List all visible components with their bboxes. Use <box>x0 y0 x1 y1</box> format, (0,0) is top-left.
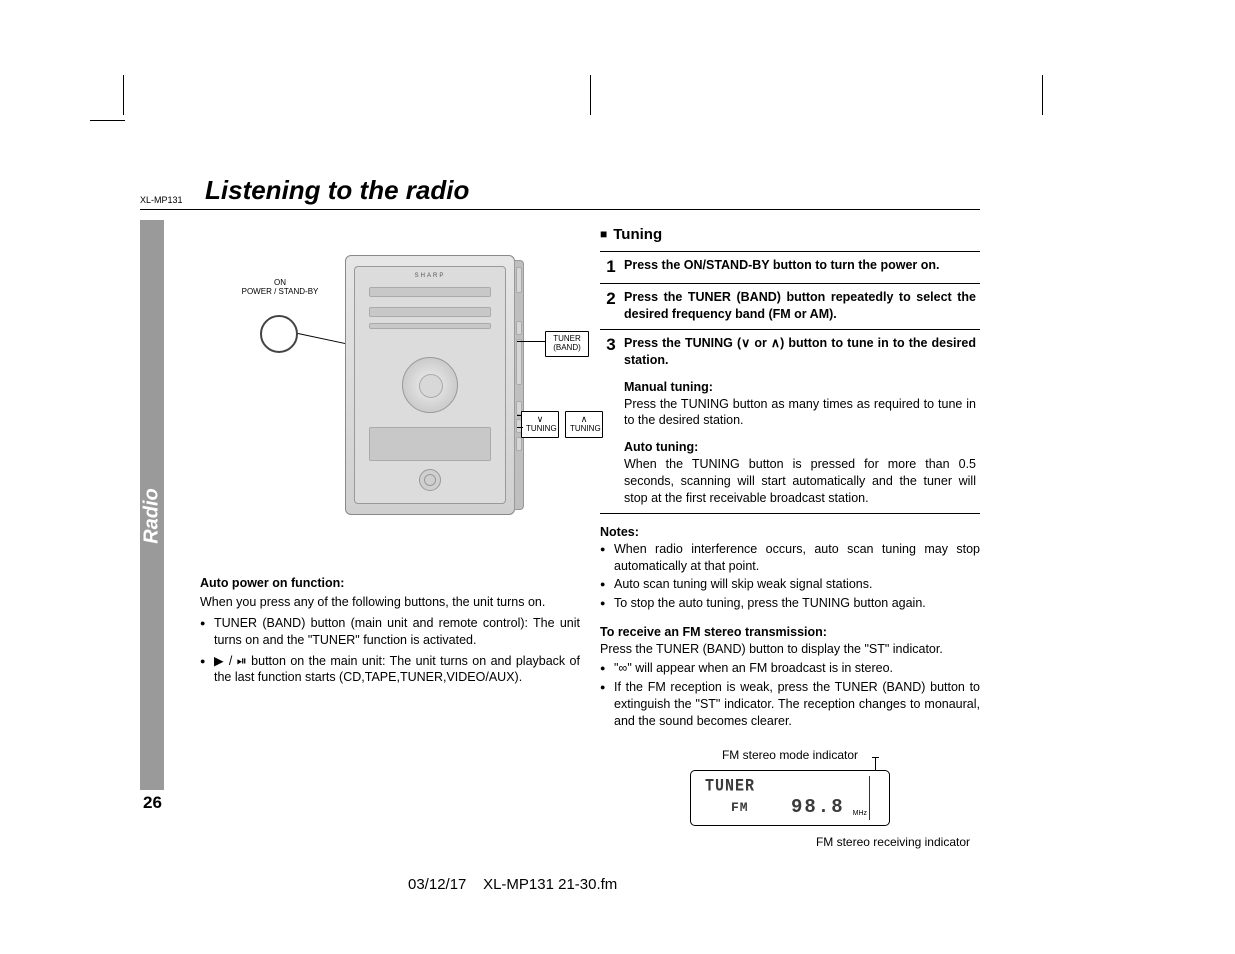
auto-power-intro: When you press any of the following butt… <box>200 594 580 611</box>
device-panel-line <box>369 323 491 329</box>
step-number: 2 <box>600 284 622 329</box>
lcd-figure: FM stereo mode indicator TUNER FM 98.8 M… <box>600 747 980 849</box>
page-number: 26 <box>143 793 162 813</box>
callout-tuning-down: ∨ TUNING <box>521 411 559 438</box>
device-chassis: SHARP <box>345 255 515 515</box>
lcd-side-panel <box>869 776 883 820</box>
lcd-line1: TUNER <box>705 775 755 798</box>
footer-filename: XL-MP131 21-30.fm <box>483 876 617 893</box>
indicator-pointer <box>875 757 876 771</box>
leader-line <box>517 341 545 342</box>
device-brand-label: SHARP <box>355 273 505 279</box>
section-tab-label: Radio <box>141 489 164 545</box>
list-item: When radio interference occurs, auto sca… <box>600 541 980 575</box>
step-text: Press the TUNING (∨ or ∧) button to tune… <box>622 330 980 513</box>
headphone-jack-icon <box>419 469 441 491</box>
side-button <box>516 267 522 293</box>
lcd-unit: MHz <box>853 809 867 818</box>
list-item: ▶ / ⏯ button on the main unit: The unit … <box>200 653 580 687</box>
side-button <box>516 437 522 451</box>
auto-tuning-block: Auto tuning: When the TUNING button is p… <box>624 439 976 507</box>
lcd-top-label: FM stereo mode indicator <box>600 747 980 763</box>
manual-page: XL-MP131 Listening to the radio Radio 26… <box>140 175 980 815</box>
step-number: 3 <box>600 330 622 513</box>
lcd-bottom-label: FM stereo receiving indicator <box>600 834 980 850</box>
device-illustration: ON POWER / STAND-BY SHARP <box>235 255 545 555</box>
lcd-frequency: 98.8 <box>791 795 845 821</box>
power-knob-icon <box>260 315 298 353</box>
device-display-slot <box>369 287 491 297</box>
notes-heading: Notes: <box>600 524 980 541</box>
footer: 03/12/17 XL-MP131 21-30.fm <box>408 876 617 893</box>
manual-tuning-body: Press the TUNING button as many times as… <box>624 396 976 430</box>
tuning-heading: ■Tuning <box>600 225 980 245</box>
leader-line <box>298 333 352 345</box>
manual-tuning-block: Manual tuning: Press the TUNING button a… <box>624 379 976 430</box>
notes-list: When radio interference occurs, auto sca… <box>600 541 980 613</box>
right-column: ■Tuning 1 Press the ON/STAND-BY button t… <box>600 225 980 850</box>
leader-line <box>517 427 523 428</box>
side-button <box>516 321 522 335</box>
jog-dial-icon <box>402 357 458 413</box>
title-rule <box>140 209 980 210</box>
list-item: "∞" will appear when an FM broadcast is … <box>600 660 980 677</box>
fm-stereo-intro: Press the TUNER (BAND) button to display… <box>600 641 980 658</box>
device-side-strip <box>514 260 524 510</box>
cassette-door <box>369 427 491 461</box>
auto-power-list: TUNER (BAND) button (main unit and remot… <box>200 615 580 687</box>
side-button <box>516 339 522 385</box>
square-bullet-icon: ■ <box>600 227 607 241</box>
step-row: 3 Press the TUNING (∨ or ∧) button to tu… <box>600 330 980 514</box>
model-code: XL-MP131 <box>140 195 183 205</box>
device-front-panel: SHARP <box>354 266 506 504</box>
page-title: Listening to the radio <box>205 175 469 206</box>
fm-stereo-list: "∞" will appear when an FM broadcast is … <box>600 660 980 730</box>
manual-tuning-heading: Manual tuning: <box>624 379 976 396</box>
auto-tuning-heading: Auto tuning: <box>624 439 976 456</box>
section-tab: Radio <box>140 220 164 790</box>
left-column: ON POWER / STAND-BY SHARP <box>200 225 580 690</box>
crop-mark <box>123 75 124 115</box>
footer-date: 03/12/17 <box>408 876 466 893</box>
crop-mark <box>590 75 591 115</box>
step-text: Press the TUNER (BAND) button repeatedly… <box>622 284 980 329</box>
auto-power-section: Auto power on function: When you press a… <box>200 575 580 686</box>
lcd-display: TUNER FM 98.8 MHz <box>690 770 890 826</box>
auto-tuning-body: When the TUNING button is pressed for mo… <box>624 456 976 507</box>
callout-tuner-band: TUNER (BAND) <box>545 331 589 357</box>
crop-mark <box>90 120 125 121</box>
list-item: Auto scan tuning will skip weak signal s… <box>600 576 980 593</box>
device-cd-slot <box>369 307 491 317</box>
list-item: TUNER (BAND) button (main unit and remot… <box>200 615 580 649</box>
notes-section: Notes: When radio interference occurs, a… <box>600 524 980 612</box>
callout-tuning-up: ∧ TUNING <box>565 411 603 438</box>
step-row: 1 Press the ON/STAND-BY button to turn t… <box>600 252 980 284</box>
fm-stereo-section: To receive an FM stereo transmission: Pr… <box>600 624 980 729</box>
fm-stereo-heading: To receive an FM stereo transmission: <box>600 624 980 641</box>
power-button-label: ON POWER / STAND-BY <box>235 279 325 297</box>
tuning-steps-table: 1 Press the ON/STAND-BY button to turn t… <box>600 251 980 514</box>
list-item: If the FM reception is weak, press the T… <box>600 679 980 730</box>
step-text: Press the ON/STAND-BY button to turn the… <box>622 252 980 283</box>
crop-mark <box>1042 75 1043 115</box>
step-number: 1 <box>600 252 622 283</box>
auto-power-heading: Auto power on function: <box>200 575 580 592</box>
list-item: To stop the auto tuning, press the TUNIN… <box>600 595 980 612</box>
lcd-band: FM <box>731 799 749 817</box>
step-row: 2 Press the TUNER (BAND) button repeated… <box>600 284 980 330</box>
